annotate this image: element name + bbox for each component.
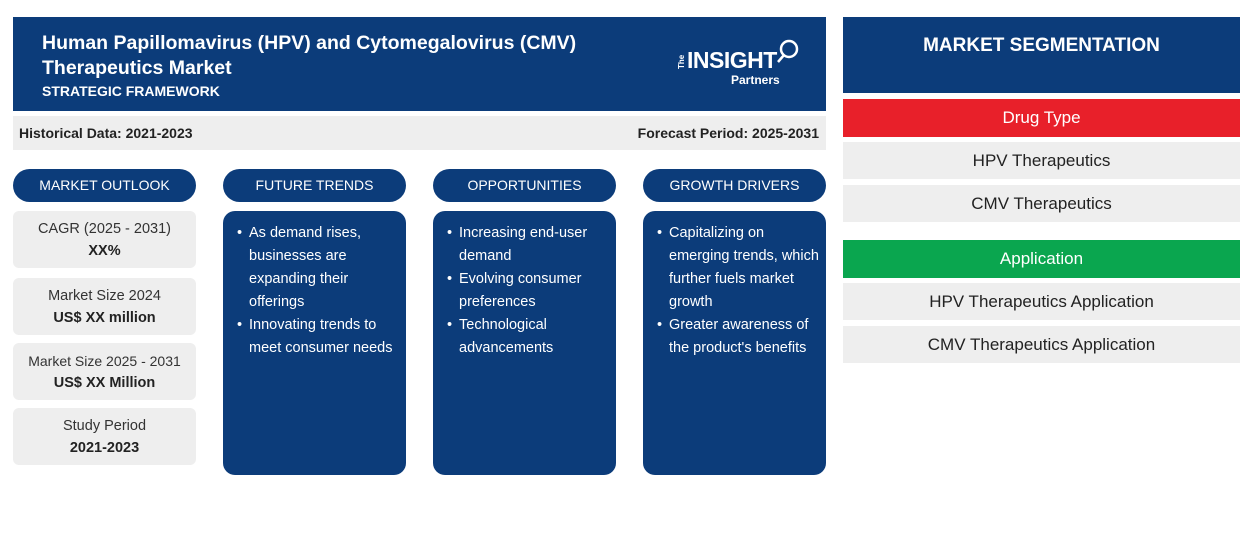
logo-the-text: The: [677, 54, 686, 69]
opportunities-heading: OPPORTUNITIES: [433, 169, 616, 202]
list-item: Capitalizing on emerging trends, which f…: [655, 222, 820, 314]
market-size-forecast-card: Market Size 2025 - 2031 US$ XX Million: [13, 343, 196, 400]
lightbulb-icon: [777, 39, 799, 63]
future-trends-heading: FUTURE TRENDS: [223, 169, 406, 202]
report-header: Human Papillomavirus (HPV) and Cytomegal…: [13, 17, 826, 111]
page-subtitle: STRATEGIC FRAMEWORK: [42, 83, 220, 99]
stat-label: CAGR (2025 - 2031): [38, 221, 171, 237]
period-bar: Historical Data: 2021-2023 Forecast Peri…: [13, 116, 826, 150]
page-title: Human Papillomavirus (HPV) and Cytomegal…: [42, 32, 577, 79]
forecast-period-label: Forecast Period: 2025-2031: [637, 125, 819, 141]
stat-label: Study Period: [62, 418, 147, 434]
opportunities-panel: Increasing end-user demand Evolving cons…: [433, 211, 616, 475]
list-item: Increasing end-user demand: [445, 222, 610, 268]
market-outlook-heading: MARKET OUTLOOK: [13, 169, 196, 202]
growth-drivers-panel: Capitalizing on emerging trends, which f…: [643, 211, 826, 475]
historical-data-label: Historical Data: 2021-2023: [19, 125, 193, 141]
segment-item: HPV Therapeutics Application: [843, 283, 1240, 320]
future-trends-panel: As demand rises, businesses are expandin…: [223, 211, 406, 475]
market-size-2024-card: Market Size 2024 US$ XX million: [13, 278, 196, 335]
stat-label: Market Size 2025 - 2031: [28, 353, 181, 369]
stat-value: XX%: [88, 243, 121, 259]
cagr-card: CAGR (2025 - 2031) XX%: [13, 211, 196, 268]
logo-insight-text: INSIGHT: [687, 47, 777, 73]
growth-drivers-heading: GROWTH DRIVERS: [643, 169, 826, 202]
study-period-card: Study Period 2021-2023: [13, 408, 196, 465]
stat-value: US$ XX Million: [53, 375, 156, 391]
list-item: Greater awareness of the product's benef…: [655, 314, 820, 360]
stat-value: 2021-2023: [69, 440, 140, 456]
segment-item: CMV Therapeutics Application: [843, 326, 1240, 363]
logo-partners-text: Partners: [731, 73, 780, 87]
list-item: Innovating trends to meet consumer needs: [235, 314, 400, 360]
drug-type-category: Drug Type: [843, 99, 1240, 137]
insight-partners-logo: The INSIGHT Partners: [675, 39, 805, 91]
segment-item: CMV Therapeutics: [843, 185, 1240, 222]
application-category: Application: [843, 240, 1240, 278]
segment-item: HPV Therapeutics: [843, 142, 1240, 179]
list-item: Evolving consumer preferences: [445, 268, 610, 314]
market-segmentation-heading: MARKET SEGMENTATION: [843, 17, 1240, 93]
stat-label: Market Size 2024: [48, 288, 161, 304]
list-item: As demand rises, businesses are expandin…: [235, 222, 400, 314]
stat-value: US$ XX million: [53, 310, 156, 326]
list-item: Technological advancements: [445, 314, 610, 360]
